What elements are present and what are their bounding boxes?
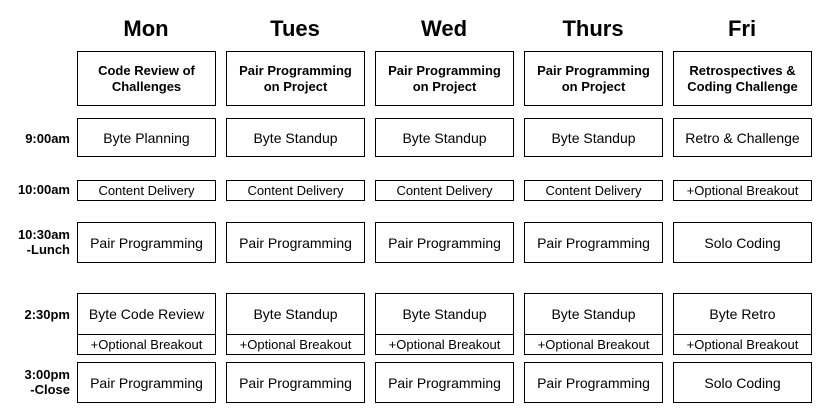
- cell-tues-300: Pair Programming: [226, 362, 365, 403]
- cell-fri-1000: +Optional Breakout: [673, 180, 812, 201]
- day-header-mon: Mon: [123, 16, 169, 41]
- time-label-230: 2:30pm: [24, 307, 70, 322]
- day-header-fri: Fri: [727, 16, 757, 41]
- cell-thurs-1000: Content Delivery: [524, 180, 663, 201]
- cell-thurs-230: Byte Standup: [524, 293, 663, 335]
- cell-fri-1030: Solo Coding: [673, 222, 812, 263]
- topic-tues: Pair Programming on Project: [226, 51, 365, 106]
- cell-mon-900: Byte Planning: [77, 118, 216, 157]
- cell-thurs-230-breakout: +Optional Breakout: [524, 334, 663, 355]
- cell-mon-1030: Pair Programming: [77, 222, 216, 263]
- cell-tues-1030: Pair Programming: [226, 222, 365, 263]
- topic-wed: Pair Programming on Project: [375, 51, 514, 106]
- day-header-wed: Wed: [420, 16, 468, 41]
- cell-wed-230: Byte Standup: [375, 293, 514, 335]
- time-label-900: 9:00am: [25, 131, 70, 146]
- topic-mon: Code Review of Challenges: [77, 51, 216, 106]
- cell-wed-1000: Content Delivery: [375, 180, 514, 201]
- cell-wed-900: Byte Standup: [375, 118, 514, 157]
- cell-mon-300: Pair Programming: [77, 362, 216, 403]
- cell-thurs-900: Byte Standup: [524, 118, 663, 157]
- cell-tues-230-breakout: +Optional Breakout: [226, 334, 365, 355]
- cell-tues-1000: Content Delivery: [226, 180, 365, 201]
- time-label-1030: 10:30am -Lunch: [17, 227, 70, 257]
- cell-fri-900: Retro & Challenge: [673, 118, 812, 157]
- day-header-tues: Tues: [270, 16, 320, 41]
- cell-wed-300: Pair Programming: [375, 362, 514, 403]
- cell-tues-230: Byte Standup: [226, 293, 365, 335]
- cell-mon-230-breakout: +Optional Breakout: [77, 334, 216, 355]
- cell-tues-900: Byte Standup: [226, 118, 365, 157]
- cell-mon-230: Byte Code Review: [77, 293, 216, 335]
- time-label-1000: 10:00am: [17, 182, 70, 197]
- cell-fri-230: Byte Retro: [673, 293, 812, 335]
- cell-thurs-300: Pair Programming: [524, 362, 663, 403]
- cell-thurs-1030: Pair Programming: [524, 222, 663, 263]
- cell-fri-230-breakout: +Optional Breakout: [673, 334, 812, 355]
- cell-mon-1000: Content Delivery: [77, 180, 216, 201]
- cell-wed-1030: Pair Programming: [375, 222, 514, 263]
- topic-thurs: Pair Programming on Project: [524, 51, 663, 106]
- time-label-300: 3:00pm -Close: [24, 367, 70, 397]
- cell-wed-230-breakout: +Optional Breakout: [375, 334, 514, 355]
- day-header-thurs: Thurs: [562, 16, 624, 41]
- cell-fri-300: Solo Coding: [673, 362, 812, 403]
- topic-fri: Retrospectives & Coding Challenge: [673, 51, 812, 106]
